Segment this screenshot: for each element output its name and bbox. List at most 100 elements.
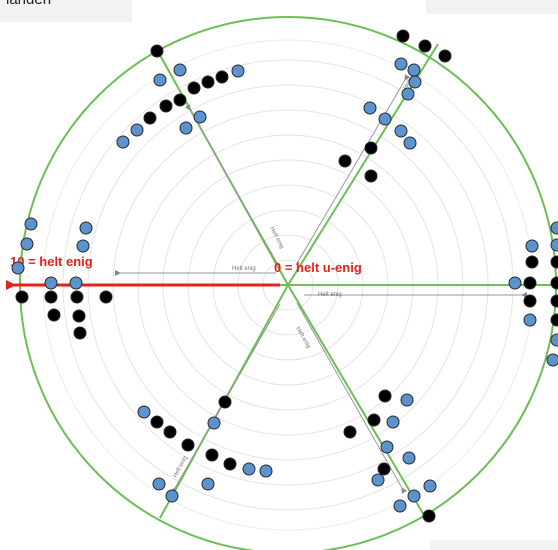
blue-dot — [403, 136, 417, 150]
blue-dot — [508, 276, 522, 290]
blue-dot — [11, 261, 25, 275]
axis-label-right: Helt enig — [318, 292, 342, 298]
blue-dot — [24, 217, 38, 231]
black-dot — [338, 154, 352, 168]
blue-dot — [402, 451, 416, 465]
blue-dot — [393, 499, 407, 513]
blue-dot — [401, 87, 415, 101]
black-dot — [378, 389, 392, 403]
blue-dot — [423, 479, 437, 493]
blue-dot — [44, 276, 58, 290]
blue-dot — [407, 489, 421, 503]
black-dot — [150, 415, 164, 429]
blue-dot — [79, 221, 93, 235]
black-dot — [438, 49, 452, 63]
blue-dot — [371, 473, 385, 487]
blue-dot — [259, 464, 273, 478]
blue-dot — [173, 63, 187, 77]
blue-dot — [20, 237, 34, 251]
label-min: 0 = helt u-enig — [274, 260, 362, 275]
black-dot — [159, 99, 173, 113]
blue-dot — [130, 123, 144, 137]
black-dot — [72, 309, 86, 323]
blue-dot — [153, 73, 167, 87]
black-dot — [223, 457, 237, 471]
black-dot — [99, 290, 113, 304]
blue-dot — [550, 221, 558, 235]
blue-dot — [378, 112, 392, 126]
black-dot — [525, 255, 539, 269]
blue-dot — [380, 440, 394, 454]
blue-dot — [76, 239, 90, 253]
blue-dot — [193, 110, 207, 124]
top-left-caption: landen — [6, 0, 51, 8]
black-dot — [550, 276, 558, 290]
bottom-right-caption-box — [430, 540, 558, 550]
black-dot — [143, 111, 157, 125]
blue-dot — [546, 353, 558, 367]
blue-dot — [116, 135, 130, 149]
blue-dot — [523, 313, 537, 327]
black-dot — [523, 276, 537, 290]
blue-dot — [242, 462, 256, 476]
black-dot — [422, 509, 436, 523]
gray-scale-arrows — [115, 74, 527, 494]
blue-dot — [386, 415, 400, 429]
black-dot — [15, 290, 29, 304]
dots-lower-left — [137, 395, 273, 503]
black-dot — [523, 294, 537, 308]
axis-label-left: Helt enig — [232, 266, 256, 272]
blue-dot — [550, 333, 558, 347]
blue-dot — [408, 75, 422, 89]
blue-dot — [407, 63, 421, 77]
blue-dot — [207, 416, 221, 430]
blue-dot — [152, 477, 166, 491]
dots-lower-right — [343, 389, 437, 523]
black-dot — [396, 29, 410, 43]
dots-right — [508, 221, 558, 367]
top-left-caption-box: landen — [0, 0, 132, 22]
label-max: 10 = helt enig — [10, 254, 93, 269]
blue-dot — [179, 121, 193, 135]
black-dot — [201, 75, 215, 89]
spokes — [20, 43, 557, 523]
blue-dot — [231, 64, 245, 78]
blue-dot — [69, 276, 83, 290]
black-dot — [377, 462, 391, 476]
black-dot — [364, 169, 378, 183]
dots-upper-right — [338, 29, 452, 183]
black-dot — [181, 438, 195, 452]
black-dot — [163, 425, 177, 439]
black-dot — [73, 326, 87, 340]
blue-dot — [394, 124, 408, 138]
axis-label-lower-right: Helt enig — [294, 326, 311, 350]
blue-dot — [137, 405, 151, 419]
black-dot — [343, 425, 357, 439]
black-dot — [218, 395, 232, 409]
blue-dot — [525, 239, 539, 253]
black-dot — [364, 141, 378, 155]
black-dot — [418, 39, 432, 53]
black-dot — [70, 290, 84, 304]
black-dot — [367, 413, 381, 427]
black-dot — [550, 294, 558, 308]
black-dot — [150, 44, 164, 58]
blue-dot — [394, 57, 408, 71]
dots-upper-left — [116, 44, 245, 149]
black-dot — [173, 93, 187, 107]
blue-dot — [550, 238, 558, 252]
black-dot — [550, 313, 558, 327]
blue-dot — [201, 477, 215, 491]
spoke-lower-right — [287, 284, 429, 523]
black-dot — [205, 448, 219, 462]
black-dot — [47, 308, 61, 322]
blue-dot — [165, 489, 179, 503]
black-dot — [44, 290, 58, 304]
black-dot — [550, 255, 558, 269]
blue-dot — [400, 393, 414, 407]
top-right-caption-box — [426, 0, 558, 14]
dots-left — [11, 217, 113, 340]
blue-dot — [363, 101, 377, 115]
black-dot — [187, 81, 201, 95]
